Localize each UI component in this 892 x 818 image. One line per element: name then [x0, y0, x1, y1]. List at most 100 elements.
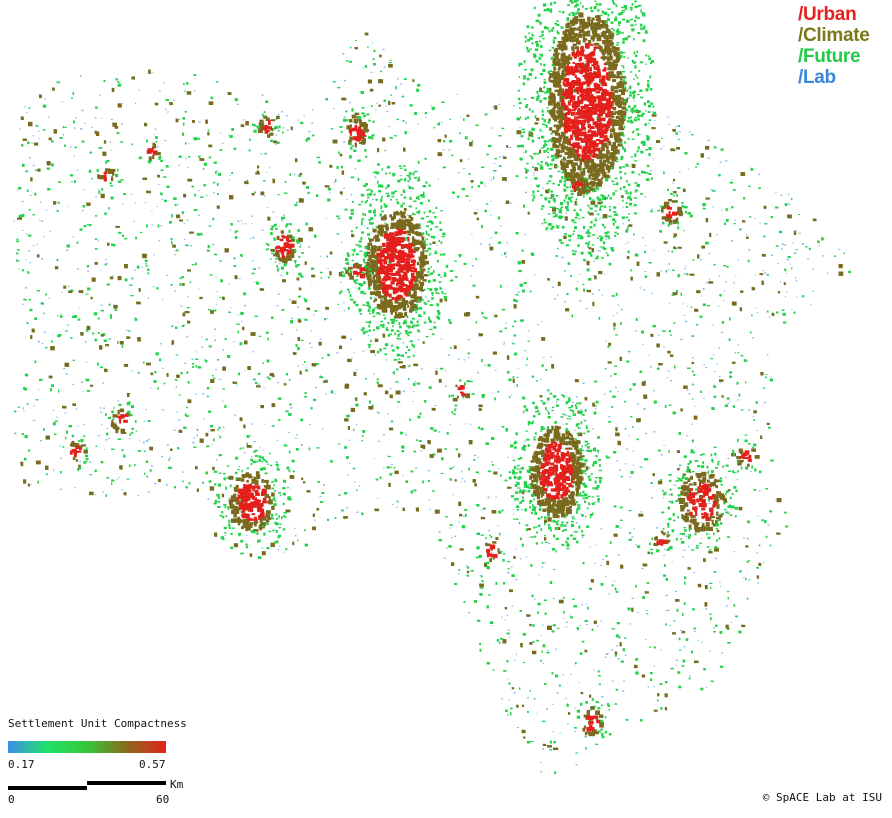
settlement-low: [623, 147, 626, 150]
settlement-low: [272, 211, 275, 213]
settlement-low: [297, 119, 300, 121]
settlement-low: [605, 575, 607, 577]
settlement-low: [263, 195, 266, 197]
settlement-low: [117, 400, 120, 402]
settlement-low: [23, 410, 25, 412]
settlement-low: [374, 354, 377, 356]
settlement-low: [261, 94, 263, 96]
settlement-low: [716, 233, 718, 236]
settlement-low: [437, 178, 439, 181]
settlement-low: [458, 572, 460, 575]
settlement-low: [736, 478, 739, 480]
settlement-low: [700, 538, 703, 540]
settlement-low: [174, 290, 177, 292]
settlement-low: [565, 697, 568, 699]
settlement-low: [697, 639, 699, 641]
settlement-low: [218, 378, 221, 380]
settlement-low: [163, 82, 165, 84]
settlement-low: [754, 274, 756, 276]
settlement-low: [31, 142, 34, 144]
settlement-low: [134, 269, 136, 271]
settlement-low: [551, 703, 554, 705]
settlement-low: [428, 470, 430, 472]
settlement-low: [484, 364, 487, 366]
settlement-low: [216, 170, 218, 172]
settlement-low: [556, 692, 559, 694]
settlement-low: [569, 614, 571, 616]
settlement-low: [391, 472, 393, 474]
settlement-low: [723, 300, 725, 302]
settlement-low: [211, 444, 213, 446]
settlement-low: [574, 429, 576, 431]
settlement-low: [346, 506, 348, 509]
settlement-low: [346, 199, 348, 200]
settlement-low: [178, 419, 181, 421]
settlement-low: [45, 209, 48, 211]
settlement-low: [553, 597, 555, 600]
settlement-low: [502, 343, 505, 345]
settlement-low: [349, 338, 353, 340]
settlement-low: [671, 561, 673, 563]
settlement-low: [794, 230, 797, 232]
settlement-low: [52, 409, 55, 411]
settlement-low: [686, 389, 689, 391]
settlement-low: [743, 537, 746, 539]
settlement-low: [81, 109, 84, 112]
settlement-low: [365, 349, 367, 351]
settlement-low: [73, 155, 75, 158]
settlement-low: [244, 370, 246, 372]
settlement-low: [349, 101, 351, 104]
settlement-low: [508, 636, 511, 638]
settlement-low: [657, 334, 660, 336]
settlement-low: [453, 466, 455, 468]
settlement-low: [16, 259, 18, 261]
settlement-low: [278, 225, 280, 227]
settlement-low: [725, 281, 727, 283]
settlement-low: [102, 382, 104, 384]
settlement-low: [399, 175, 402, 177]
settlement-low: [644, 271, 647, 272]
settlement-low: [633, 100, 636, 102]
settlement-low: [375, 109, 377, 111]
settlement-low: [613, 580, 615, 582]
settlement-low: [589, 709, 592, 711]
settlement-low: [703, 364, 705, 366]
settlement-low: [626, 448, 629, 450]
settlement-low: [61, 291, 63, 293]
settlement-low: [763, 401, 766, 404]
settlement-low: [103, 407, 105, 409]
settlement-low: [372, 209, 374, 211]
settlement-low: [289, 299, 291, 301]
settlement-low: [32, 419, 35, 421]
settlement-low: [283, 214, 286, 216]
settlement-low: [479, 243, 482, 245]
settlement-low: [786, 258, 789, 261]
settlement-low: [757, 515, 759, 517]
settlement-low: [524, 233, 526, 236]
settlement-low: [691, 423, 694, 425]
settlement-low: [648, 122, 651, 125]
settlement-low: [526, 697, 529, 699]
settlement-low: [396, 506, 398, 508]
settlement-low: [458, 172, 460, 174]
settlement-low: [524, 191, 527, 194]
settlement-low: [112, 275, 114, 277]
settlement-low: [440, 122, 443, 124]
settlement-low: [32, 245, 35, 247]
settlement-low: [506, 241, 508, 244]
settlement-low: [527, 330, 530, 332]
settlement-low: [684, 268, 686, 270]
settlement-low: [579, 412, 581, 414]
settlement-low: [713, 408, 716, 410]
settlement-low: [575, 522, 578, 524]
settlement-low: [280, 333, 283, 335]
settlement-low: [354, 244, 357, 246]
settlement-low: [795, 248, 798, 251]
settlement-low: [160, 225, 162, 227]
settlement-low: [278, 262, 281, 264]
settlement-low: [468, 611, 471, 614]
settlement-low: [651, 497, 653, 499]
settlement-low: [515, 578, 518, 581]
settlement-low: [487, 496, 490, 499]
settlement-low: [299, 244, 302, 246]
